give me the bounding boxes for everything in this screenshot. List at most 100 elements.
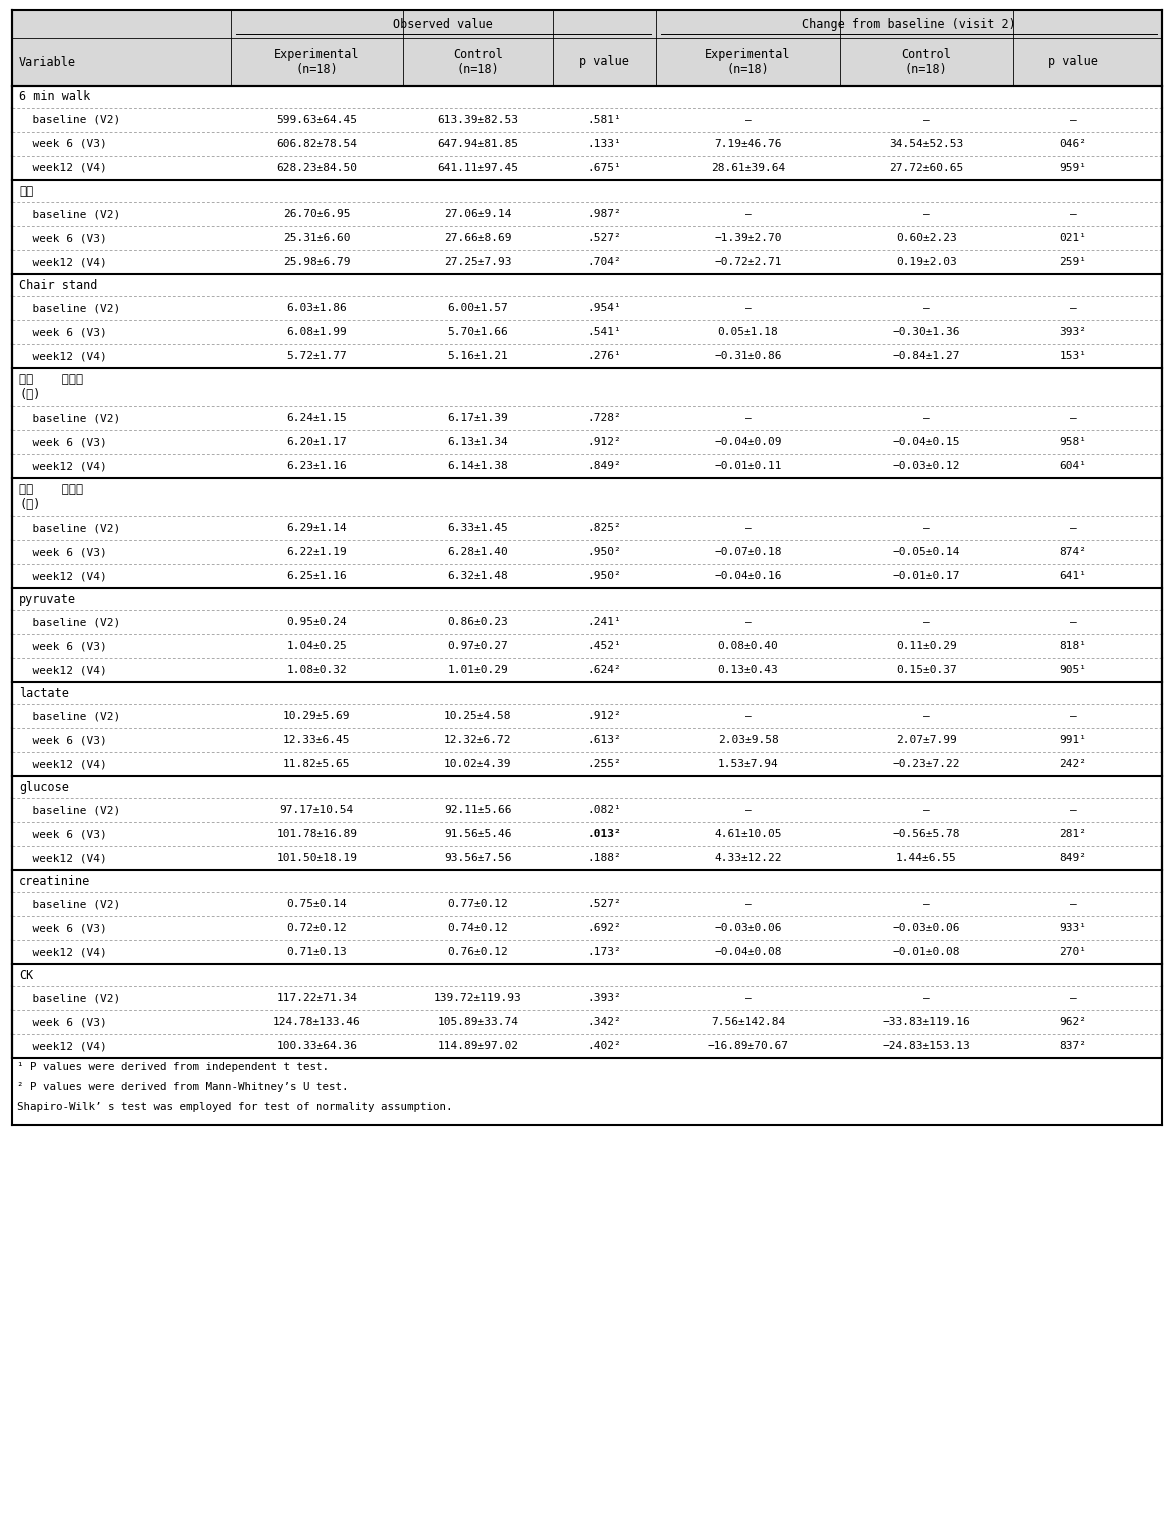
Text: .342²: .342²: [587, 1017, 621, 1026]
Text: 6.00±1.57: 6.00±1.57: [447, 303, 508, 313]
Text: .624²: .624²: [587, 665, 621, 675]
Text: 0.76±0.12: 0.76±0.12: [447, 946, 508, 957]
Text: –: –: [1070, 712, 1077, 721]
Bar: [12, 226, 1162, 250]
Text: .452¹: .452¹: [587, 640, 621, 651]
Text: 93.56±7.56: 93.56±7.56: [444, 852, 512, 863]
Bar: [12, 659, 1162, 681]
Text: 97.17±10.54: 97.17±10.54: [279, 805, 353, 815]
Text: −0.03±0.06: −0.03±0.06: [714, 924, 782, 933]
Text: Chair stand: Chair stand: [19, 279, 97, 292]
Text: –: –: [1070, 993, 1077, 1002]
Bar: [12, 297, 1162, 319]
Text: –: –: [1070, 522, 1077, 533]
Text: 139.72±119.93: 139.72±119.93: [434, 993, 521, 1002]
Text: .950²: .950²: [587, 571, 621, 581]
Text: 34.54±52.53: 34.54±52.53: [889, 139, 964, 148]
Text: –: –: [923, 805, 930, 815]
Bar: [12, 1034, 1162, 1058]
Text: .173²: .173²: [587, 946, 621, 957]
Text: 0.97±0.27: 0.97±0.27: [447, 640, 508, 651]
Text: –: –: [744, 209, 751, 220]
Text: 242²: 242²: [1059, 759, 1086, 769]
Text: −0.07±0.18: −0.07±0.18: [714, 547, 782, 557]
Text: 124.78±133.46: 124.78±133.46: [272, 1017, 360, 1026]
Text: ¹ P values were derived from independent t test.: ¹ P values were derived from independent…: [16, 1061, 329, 1072]
Text: Control
(n=18): Control (n=18): [453, 48, 502, 76]
Bar: [12, 587, 1162, 610]
Text: 1.04±0.25: 1.04±0.25: [286, 640, 348, 651]
Bar: [12, 454, 1162, 478]
Text: .954¹: .954¹: [587, 303, 621, 313]
Text: 647.94±81.85: 647.94±81.85: [437, 139, 518, 148]
Text: week12 (V4): week12 (V4): [19, 665, 107, 675]
Text: .013²: .013²: [587, 830, 621, 839]
Text: baseline (V2): baseline (V2): [19, 413, 120, 422]
Text: 1.01±0.29: 1.01±0.29: [447, 665, 508, 675]
Bar: [12, 892, 1162, 916]
Text: −0.23±7.22: −0.23±7.22: [892, 759, 960, 769]
Text: week 6 (V3): week 6 (V3): [19, 734, 107, 745]
Text: .276¹: .276¹: [587, 351, 621, 360]
Text: week 6 (V3): week 6 (V3): [19, 547, 107, 557]
Text: 25.98±6.79: 25.98±6.79: [283, 257, 351, 266]
Bar: [12, 319, 1162, 344]
Text: –: –: [923, 899, 930, 908]
Text: .912²: .912²: [587, 438, 621, 447]
Text: baseline (V2): baseline (V2): [19, 993, 120, 1002]
Text: 6.24±1.15: 6.24±1.15: [286, 413, 348, 422]
Text: baseline (V2): baseline (V2): [19, 899, 120, 908]
Text: 1.53±7.94: 1.53±7.94: [717, 759, 778, 769]
Text: .704²: .704²: [587, 257, 621, 266]
Text: −0.01±0.17: −0.01±0.17: [892, 571, 960, 581]
Text: week12 (V4): week12 (V4): [19, 759, 107, 769]
Text: 6.25±1.16: 6.25±1.16: [286, 571, 348, 581]
Text: 6.17±1.39: 6.17±1.39: [447, 413, 508, 422]
Text: 4.61±10.05: 4.61±10.05: [714, 830, 782, 839]
Text: 259¹: 259¹: [1059, 257, 1086, 266]
Text: 91.56±5.46: 91.56±5.46: [444, 830, 512, 839]
Text: .987²: .987²: [587, 209, 621, 220]
Text: 27.06±9.14: 27.06±9.14: [444, 209, 512, 220]
Text: baseline (V2): baseline (V2): [19, 805, 120, 815]
Text: 849²: 849²: [1059, 852, 1086, 863]
Bar: [12, 610, 1162, 634]
Text: –: –: [923, 115, 930, 126]
Bar: [12, 516, 1162, 540]
Text: 270¹: 270¹: [1059, 946, 1086, 957]
Text: .393²: .393²: [587, 993, 621, 1002]
Text: .188²: .188²: [587, 852, 621, 863]
Text: –: –: [744, 618, 751, 627]
Text: 958¹: 958¹: [1059, 438, 1086, 447]
Text: −0.03±0.12: −0.03±0.12: [892, 460, 960, 471]
Text: 6.28±1.40: 6.28±1.40: [447, 547, 508, 557]
Text: 10.25±4.58: 10.25±4.58: [444, 712, 512, 721]
Text: −0.05±0.14: −0.05±0.14: [892, 547, 960, 557]
Text: 0.86±0.23: 0.86±0.23: [447, 618, 508, 627]
Text: 0.05±1.18: 0.05±1.18: [717, 327, 778, 338]
Text: 874²: 874²: [1059, 547, 1086, 557]
Text: 92.11±5.66: 92.11±5.66: [444, 805, 512, 815]
Bar: [12, 540, 1162, 565]
Text: 599.63±64.45: 599.63±64.45: [276, 115, 357, 126]
Text: 11.82±5.65: 11.82±5.65: [283, 759, 351, 769]
Text: 991¹: 991¹: [1059, 734, 1086, 745]
Text: 25.31±6.60: 25.31±6.60: [283, 233, 351, 244]
Bar: [12, 940, 1162, 964]
Text: Shapiro-Wilk’ s test was employed for test of normality assumption.: Shapiro-Wilk’ s test was employed for te…: [16, 1102, 452, 1111]
Text: 6 min walk: 6 min walk: [19, 91, 90, 103]
Text: –: –: [923, 303, 930, 313]
Bar: [12, 274, 1162, 297]
Text: .581¹: .581¹: [587, 115, 621, 126]
Text: p value: p value: [1048, 56, 1098, 68]
Text: 4.33±12.22: 4.33±12.22: [714, 852, 782, 863]
Text: –: –: [1070, 209, 1077, 220]
Text: .613²: .613²: [587, 734, 621, 745]
Bar: [12, 986, 1162, 1010]
Text: 6.29±1.14: 6.29±1.14: [286, 522, 348, 533]
Text: 905¹: 905¹: [1059, 665, 1086, 675]
Text: Change from baseline (visit 2): Change from baseline (visit 2): [802, 18, 1016, 30]
Text: Experimental
(n=18): Experimental (n=18): [706, 48, 791, 76]
Text: 818¹: 818¹: [1059, 640, 1086, 651]
Text: 26.70±6.95: 26.70±6.95: [283, 209, 351, 220]
